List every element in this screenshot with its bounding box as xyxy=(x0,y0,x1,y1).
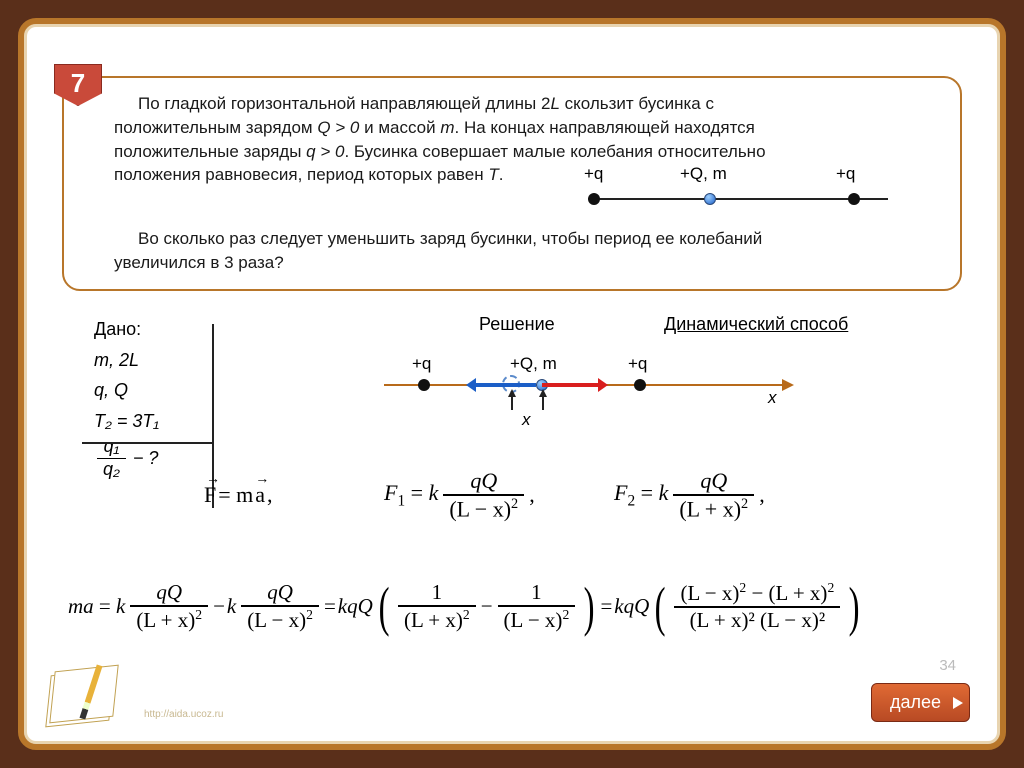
text: положительные заряды xyxy=(114,142,306,161)
n: qQ xyxy=(156,580,182,604)
given-hline xyxy=(82,442,212,444)
d: (L − x) xyxy=(504,608,563,632)
var-m: m xyxy=(440,118,454,137)
eq-F2: F2 = k qQ (L + x)2 , xyxy=(614,468,765,523)
n: qQ xyxy=(267,580,293,604)
k: k xyxy=(227,594,236,618)
minus: − xyxy=(481,594,493,619)
text: . Бусинка совершает малые колебания отно… xyxy=(344,142,765,161)
eq: = xyxy=(324,594,336,619)
s: 2 xyxy=(306,607,313,622)
text: и массой xyxy=(359,118,440,137)
eq-long: ma = k qQ (L + x)2 − k qQ (L − x)2 = kqQ… xyxy=(68,580,863,633)
rod xyxy=(590,198,888,200)
lab-q2: +q xyxy=(628,354,647,374)
sq: 2 xyxy=(511,496,518,512)
one: 1 xyxy=(525,580,548,605)
method-label: Динамический способ xyxy=(664,314,848,335)
d: (L + x) xyxy=(404,608,463,632)
d: (L − x) xyxy=(247,608,306,632)
lab-q1: +q xyxy=(412,354,431,374)
charge-dot-left xyxy=(588,193,600,205)
text: скользит бусинка с xyxy=(560,94,714,113)
tick-x xyxy=(542,394,544,410)
eq-F1: F1 = k qQ (L − x)2 , xyxy=(384,468,535,523)
text: Во сколько раз следует уменьшить заряд б… xyxy=(114,229,762,248)
top-diagram xyxy=(584,189,894,211)
var-L: L xyxy=(550,94,559,113)
bead-dot xyxy=(704,193,716,205)
text: По гладкой горизонтальной направляющей д… xyxy=(114,94,550,113)
sq: 2 xyxy=(741,496,748,512)
k: k xyxy=(429,480,439,505)
minus: − xyxy=(213,594,225,619)
watermark: http://aida.ucoz.ru xyxy=(144,709,224,720)
text: положения равновесия, период которых рав… xyxy=(114,165,488,184)
nb: − (L + x) xyxy=(746,581,827,605)
given-Q: , Q xyxy=(104,380,128,400)
page-number: 34 xyxy=(939,657,956,674)
k: k xyxy=(659,480,669,505)
solution-label: Решение xyxy=(479,314,555,335)
d: (L + x) xyxy=(136,608,195,632)
solution-diagram: x +q +Q, m +q x xyxy=(374,344,794,434)
comma: , xyxy=(529,482,535,508)
given-T2: T₂ = 3T₁ xyxy=(94,406,214,437)
qQ: qQ xyxy=(700,468,727,493)
na: (L − x) xyxy=(680,581,739,605)
slide-frame: 7 По гладкой горизонтальной направляющей… xyxy=(18,18,1006,750)
given-2L: , 2L xyxy=(109,350,139,370)
given-m: m xyxy=(94,350,109,370)
s: 2 xyxy=(562,607,569,622)
Lmx: (L − x) xyxy=(449,496,511,521)
comma: , xyxy=(759,482,765,508)
q2: q₂ xyxy=(97,459,126,481)
text: . xyxy=(499,165,504,184)
den: (L + x)² (L − x)² xyxy=(684,608,832,633)
given-question: − ? xyxy=(133,443,159,474)
label-Qm: +Q, m xyxy=(680,164,727,184)
text: . На концах направляющей находятся xyxy=(455,118,755,137)
k: k xyxy=(116,594,125,618)
given-q: q xyxy=(94,380,104,400)
disp-x: x xyxy=(522,410,531,430)
charge-dot-right xyxy=(848,193,860,205)
kqQ: kqQ xyxy=(614,594,649,618)
eq: = xyxy=(600,594,612,619)
var-Q: Q > 0 xyxy=(317,118,359,137)
label-q1: +q xyxy=(584,164,603,184)
text: положительным зарядом xyxy=(114,118,317,137)
kqQ: kqQ xyxy=(338,594,373,618)
Lpx: (L + x) xyxy=(679,496,741,521)
problem-statement: По гладкой горизонтальной направляющей д… xyxy=(62,76,962,291)
charge-left xyxy=(418,379,430,391)
one: 1 xyxy=(426,580,449,605)
s: 2 xyxy=(195,607,202,622)
notebook-icon xyxy=(46,658,136,722)
axis-label-x: x xyxy=(768,388,777,408)
lab-Qm: +Q, m xyxy=(510,354,557,374)
label-q2: +q xyxy=(836,164,855,184)
next-button[interactable]: далее xyxy=(871,683,970,722)
var-q: q > 0 xyxy=(306,142,344,161)
force-arrow-right xyxy=(542,378,600,392)
given-title: Дано: xyxy=(94,314,214,345)
given-block: Дано: m, 2L q, Q T₂ = 3T₁ q₁ q₂ − ? xyxy=(94,314,214,481)
force-arrow-left xyxy=(474,378,536,392)
s: 2 xyxy=(827,580,834,595)
text: увеличился в 3 раза? xyxy=(114,251,938,275)
eq-newton: →F = m →a , xyxy=(204,482,273,508)
eq-text: = m xyxy=(218,482,253,508)
var-T: T xyxy=(488,165,498,184)
q1: q₁ xyxy=(98,436,126,458)
charge-right xyxy=(634,379,646,391)
qQ: qQ xyxy=(470,468,497,493)
s: 2 xyxy=(463,607,470,622)
tick-0 xyxy=(511,394,513,410)
